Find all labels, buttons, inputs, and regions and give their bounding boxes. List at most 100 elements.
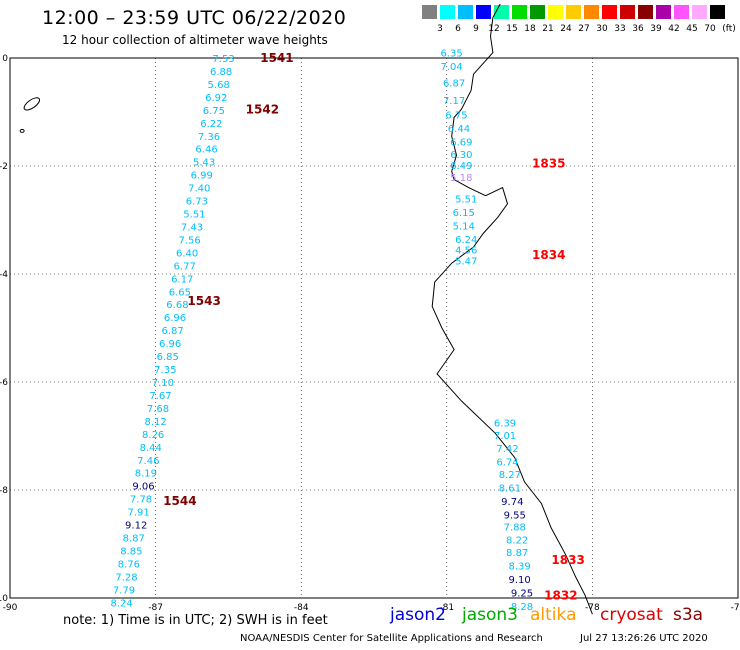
swh-value: 7.67 [149,391,171,402]
swh-value: 7.04 [441,62,463,73]
footer-note: note: 1) Time is in UTC; 2) SWH is in fe… [63,613,328,628]
swh-value: 5.51 [455,194,477,205]
swh-value: 8.24 [110,598,132,609]
legend-swatch [530,5,545,19]
pass-label: 1833 [551,553,584,567]
swh-value: 7.78 [130,495,152,506]
map-title: 12:00 – 23:59 UTC 06/22/2020 [42,7,347,29]
legend-swatch [440,5,455,19]
swh-value: 6.96 [159,339,181,350]
swh-value: 5.18 [450,173,472,184]
swh-value: 5.14 [453,221,475,232]
swh-value: 6.30 [450,150,472,161]
y-tick-label: -8 [0,486,8,496]
legend-swatch [692,5,707,19]
timestamp: Jul 27 13:26:26 UTC 2020 [580,633,708,644]
swh-value: 6.46 [195,145,217,156]
credit-line: NOAA/NESDIS Center for Satellite Applica… [240,633,543,644]
legend-label: 30 [596,24,608,34]
swh-value: 6.77 [174,261,196,272]
swh-value: 6.88 [210,67,232,78]
swh-value: 5.68 [208,80,230,91]
legend-label: 18 [524,24,536,34]
swh-value: 8.44 [140,443,162,454]
swh-value: 6.87 [161,326,183,337]
swh-value: 6.69 [450,138,472,149]
swh-value: 7.43 [181,222,203,233]
satellite-label: altika [530,605,577,625]
swh-value: 9.10 [508,575,530,586]
swh-value: 9.74 [501,497,523,508]
swh-value: 7.79 [113,585,135,596]
legend-swatch [422,5,437,19]
swh-value: 6.22 [200,119,222,130]
y-tick-label: -4 [0,270,8,280]
swh-value: 8.87 [123,534,145,545]
legend-label: 39 [650,24,662,34]
legend-label: 21 [542,24,554,34]
swh-value: 7.56 [178,235,200,246]
swh-value: 7.35 [154,365,176,376]
pass-label: 1542 [246,102,279,116]
legend-label: 6 [455,24,461,34]
coastline [431,3,593,615]
swh-value: 6.73 [186,197,208,208]
y-tick-label: -10 [0,594,8,604]
swh-value: 6.39 [494,419,516,430]
legend-label: 24 [560,24,572,34]
legend-swatch [566,5,581,19]
swh-value: 8.76 [118,559,140,570]
swh-value: 7.40 [188,184,210,195]
legend-label: 3 [437,24,443,34]
swh-value: 8.27 [499,470,521,481]
satellite-label: s3a [673,605,704,625]
swh-value: 7.17 [443,96,465,107]
swh-value: 8.26 [142,430,164,441]
swh-value: 6.65 [169,287,191,298]
swh-value: 6.15 [453,208,475,219]
swh-value: 7.01 [494,431,516,442]
swh-value: 7.46 [137,456,159,467]
legend-label: 15 [506,24,518,34]
y-tick-label: -2 [0,162,8,172]
swh-value: 8.28 [511,602,533,613]
swh-value: 4.56 [455,246,477,257]
legend-swatch [602,5,617,19]
swh-value: 7.28 [115,572,137,583]
swh-value: 7.68 [147,404,169,415]
swh-value: 6.40 [176,248,198,259]
swh-value: 8.22 [506,536,528,547]
legend-swatch [638,5,653,19]
swh-value: 6.24 [455,235,477,246]
swh-value: 9.12 [125,521,147,532]
legend-swatch [476,5,491,19]
pass-label: 1543 [187,294,220,308]
swh-value: 7.53 [212,54,234,65]
legend-swatch [584,5,599,19]
legend-swatch [620,5,635,19]
swh-value: 7.91 [127,508,149,519]
swh-value: 6.75 [445,111,467,122]
swh-value: 6.68 [166,300,188,311]
pass-label: 1834 [532,248,565,262]
swh-value: 6.99 [191,171,213,182]
swh-value: 6.87 [443,78,465,89]
satellite-label: jason2 [390,605,446,625]
legend-swatch [548,5,563,19]
swh-value: 6.85 [157,352,179,363]
swh-value: 6.96 [164,313,186,324]
pass-label: 1835 [532,156,565,170]
swh-value: 7.36 [198,132,220,143]
legend-label: 70 [704,24,716,34]
legend-label: 36 [632,24,644,34]
swh-value: 8.39 [508,562,530,573]
swh-value: 6.49 [450,161,472,172]
swh-value: 9.25 [511,589,533,600]
swh-value: 8.87 [506,548,528,559]
legend-swatch [656,5,671,19]
swh-value: 9.55 [504,510,526,521]
x-tick-label: -87 [148,603,163,613]
satellite-label: cryosat [600,605,663,625]
swh-value: 6.35 [441,49,463,60]
x-tick-label: -90 [3,603,18,613]
